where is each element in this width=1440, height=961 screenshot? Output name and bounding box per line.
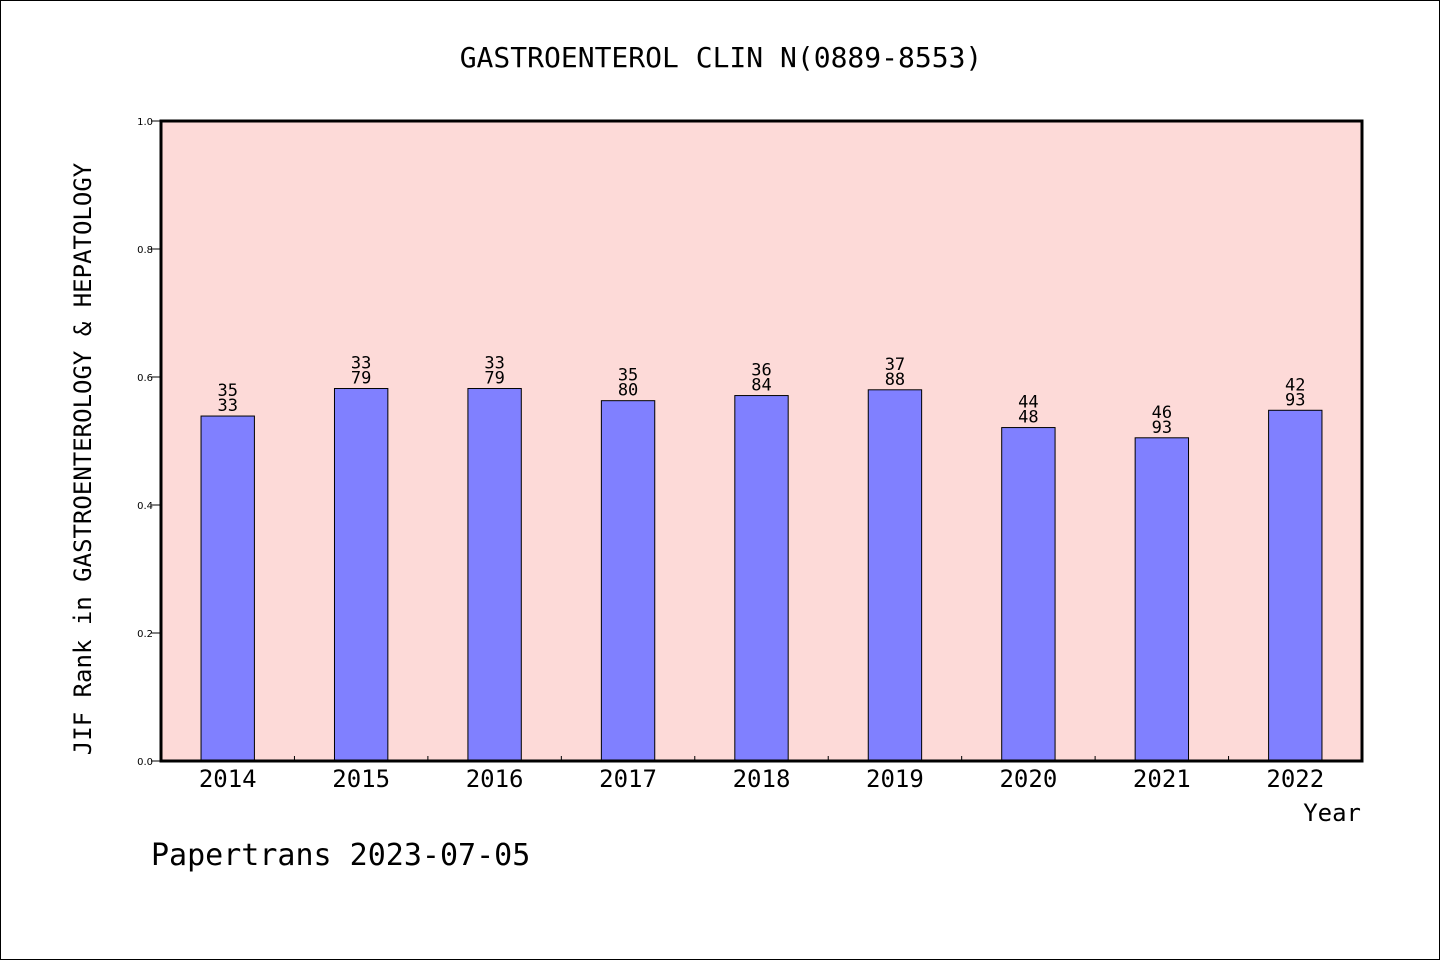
y-tick-label-0.2: 0.2	[137, 629, 153, 640]
x-tick-label-2015: 2015	[332, 765, 390, 793]
x-tick-label-2014: 2014	[199, 765, 257, 793]
x-tick-label-2019: 2019	[866, 765, 924, 793]
bar-2018	[734, 395, 789, 762]
bar-label-top-2017: 35	[618, 366, 638, 386]
y-tick-label-1.0: 1.0	[137, 117, 153, 128]
bar-2016	[467, 388, 522, 762]
bar-label-top-2022: 42	[1285, 375, 1305, 395]
y-tick-label-0.8: 0.8	[137, 245, 153, 256]
bar-2019	[867, 389, 923, 762]
bar-label-top-2016: 33	[484, 354, 504, 374]
x-tick-label-2017: 2017	[599, 765, 657, 793]
plot-frame	[159, 119, 1364, 763]
y-tick-label-0.0: 0.0	[137, 757, 153, 768]
y-tick-label-0.6: 0.6	[137, 373, 153, 384]
bar-label-bottom-2019: 88	[885, 370, 905, 390]
bar-label-bottom-2014: 33	[217, 396, 237, 416]
x-tick-label-2016: 2016	[466, 765, 524, 793]
bar-label-bottom-2021: 93	[1152, 418, 1172, 438]
bar-label-top-2021: 46	[1152, 403, 1172, 423]
x-tick-label-2022: 2022	[1266, 765, 1324, 793]
bar-2015	[333, 388, 389, 762]
bar-2021	[1134, 437, 1190, 762]
y-tick-label-0.4: 0.4	[137, 501, 153, 512]
bar-2014	[200, 415, 255, 762]
bar-label-bottom-2018: 84	[751, 376, 771, 396]
ticks-layer: 2014 2015 2016 2017 2018 2019 2020 2021 2022 0.0 0…	[137, 117, 1324, 793]
bar-label-bottom-2015: 79	[351, 369, 371, 389]
bar-label-bottom-2020: 48	[1018, 408, 1038, 428]
x-tick-label-2020: 2020	[999, 765, 1057, 793]
x-axis-label: Year	[1303, 799, 1361, 827]
bar-label-bottom-2017: 80	[618, 381, 638, 401]
bar-2020	[1001, 427, 1056, 762]
x-tick-label-2021: 2021	[1133, 765, 1191, 793]
bar-label-top-2014: 35	[217, 381, 237, 401]
bar-label-top-2018: 36	[751, 361, 771, 381]
chart-title: GASTROENTEROL CLIN N(0889-8553)	[460, 41, 983, 74]
x-tick-label-2018: 2018	[733, 765, 791, 793]
y-axis-label: JIF Rank in GASTROENTEROLOGY & HEPATOLOG…	[69, 162, 97, 755]
bar-label-top-2015: 33	[351, 354, 371, 374]
bars-layer	[200, 388, 1323, 762]
bar-label-top-2019: 37	[885, 355, 905, 375]
bar-label-bottom-2016: 79	[484, 369, 504, 389]
bar-2017	[600, 400, 656, 762]
footer-text: Papertrans 2023-07-05	[151, 838, 530, 873]
bar-label-top-2020: 44	[1018, 393, 1038, 413]
bar-2022	[1268, 409, 1323, 762]
bar-label-bottom-2022: 93	[1285, 390, 1305, 410]
